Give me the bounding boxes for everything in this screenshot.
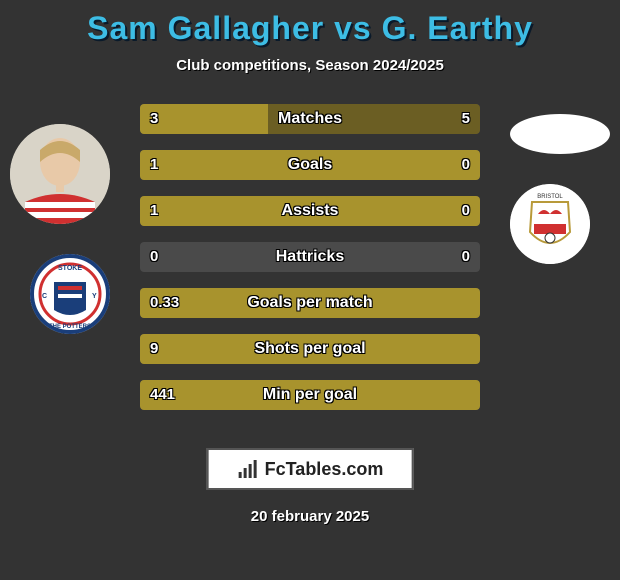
- stat-row: 10Assists: [140, 196, 480, 226]
- stat-row: 9Shots per goal: [140, 334, 480, 364]
- stat-label: Shots per goal: [140, 334, 480, 364]
- page-title: Sam Gallagher vs G. Earthy: [0, 0, 620, 47]
- branding-box: FcTables.com: [207, 448, 414, 490]
- svg-text:C: C: [42, 293, 47, 300]
- stat-row: 00Hattricks: [140, 242, 480, 272]
- stats-bars: 35Matches 10Goals 10Assists 00Hattricks 0.33…: [140, 104, 480, 426]
- player2-club-badge: BRISTOL: [510, 184, 590, 264]
- stat-label: Assists: [140, 196, 480, 226]
- stat-label: Goals per match: [140, 288, 480, 318]
- stat-label: Hattricks: [140, 242, 480, 272]
- stat-row: 10Goals: [140, 150, 480, 180]
- svg-text:Y: Y: [92, 293, 97, 300]
- svg-text:STOKE: STOKE: [58, 265, 82, 272]
- title-player2: G. Earthy: [382, 10, 533, 46]
- subtitle: Club competitions, Season 2024/2025: [0, 57, 620, 74]
- stat-row: 441Min per goal: [140, 380, 480, 410]
- title-player1: Sam Gallagher: [87, 10, 324, 46]
- branding-text: FcTables.com: [265, 459, 384, 480]
- stat-row: 35Matches: [140, 104, 480, 134]
- branding-chart-icon: [237, 458, 259, 480]
- stat-row: 0.33Goals per match: [140, 288, 480, 318]
- comparison-content: STOKE THE POTTERS C Y BRISTOL 35Matches 1…: [0, 104, 620, 434]
- date-text: 20 february 2025: [0, 508, 620, 525]
- stat-label: Min per goal: [140, 380, 480, 410]
- stat-label: Matches: [140, 104, 480, 134]
- player2-photo-placeholder: [510, 114, 610, 154]
- title-vs: vs: [324, 10, 381, 46]
- svg-text:BRISTOL: BRISTOL: [537, 194, 563, 200]
- svg-text:THE POTTERS: THE POTTERS: [49, 324, 91, 330]
- stat-label: Goals: [140, 150, 480, 180]
- player1-club-badge: STOKE THE POTTERS C Y: [30, 254, 110, 334]
- player1-photo: [10, 124, 110, 224]
